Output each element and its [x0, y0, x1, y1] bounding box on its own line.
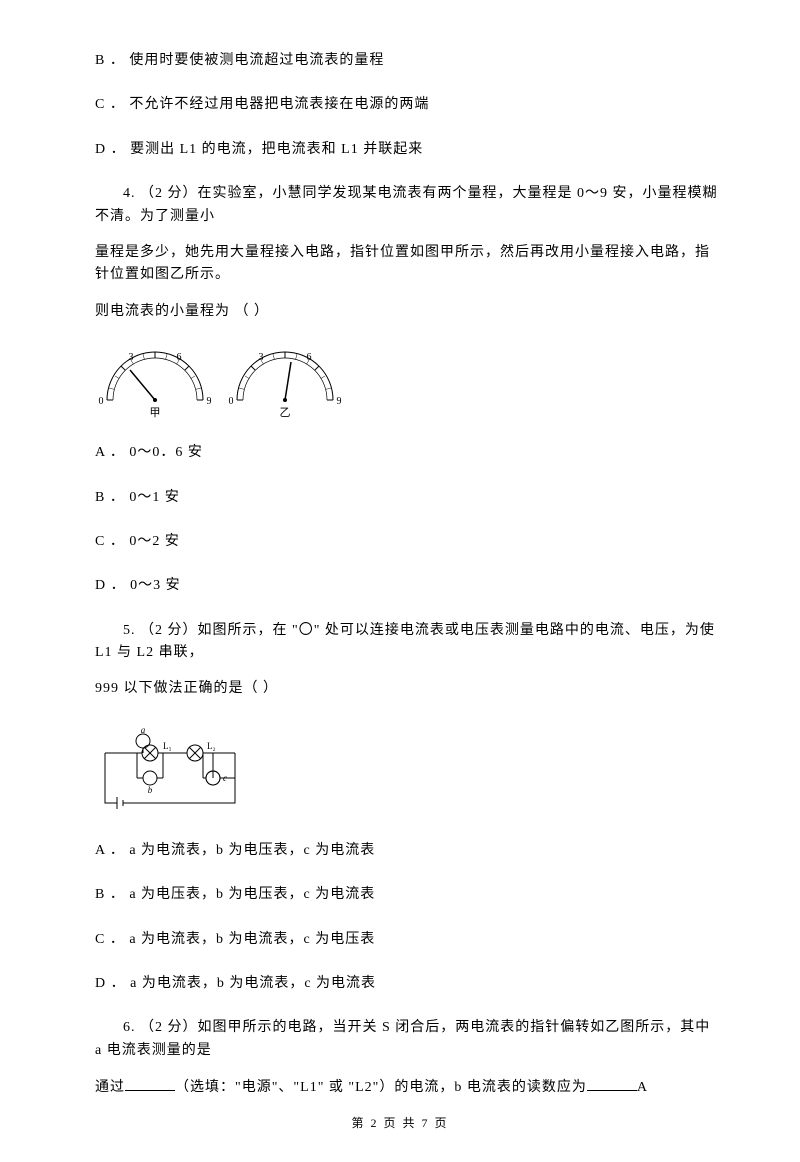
dial1-label-9: 9 — [207, 396, 212, 407]
prev-option-b: B ． 使用时要使被测电流超过电流表的量程 — [95, 50, 720, 72]
q4-figure: 0 3 6 9 甲 — [95, 345, 720, 420]
q5-stem-line1: 5. （2 分）如图所示，在 "〇" 处可以连接电流表或电压表测量电路中的电流、… — [95, 620, 720, 665]
dial2-label-0: 0 — [229, 396, 234, 407]
dial1-label-3: 3 — [129, 352, 134, 363]
q5-option-a: A ． a 为电流表，b 为电压表，c 为电流表 — [95, 840, 720, 862]
q6-stem-line1: 6. （2 分）如图甲所示的电路，当开关 S 闭合后，两电流表的指针偏转如乙图所… — [95, 1017, 720, 1062]
q4-stem-line1: 4. （2 分）在实验室，小慧同学发现某电流表有两个量程，大量程是 0～9 安，… — [95, 183, 720, 228]
prev-option-c: C ． 不允许不经过用电器把电流表接在电源的两端 — [95, 94, 720, 116]
dial2-label-3: 3 — [259, 352, 264, 363]
q5-stem-line2: 999 以下做法正确的是（ ） — [95, 678, 720, 700]
q6-blank-2 — [587, 1076, 637, 1091]
q5-option-d: D ． a 为电流表，b 为电流表，c 为电流表 — [95, 973, 720, 995]
circuit-label-l1: L₁ — [163, 741, 172, 751]
circuit-label-b: b — [148, 785, 153, 795]
q4-stem-line2: 量程是多少，她先用大量程接入电路，指针位置如图甲所示，然后再改用小量程接入电路，… — [95, 242, 720, 287]
dial2-label-9: 9 — [337, 396, 342, 407]
q4-option-a: A ． 0～0．6 安 — [95, 442, 720, 464]
circuit-label-a: a — [141, 725, 146, 735]
dial1-label-6: 6 — [177, 352, 182, 363]
q6-blank-1 — [125, 1076, 175, 1091]
page-footer: 第 2 页 共 7 页 — [0, 1114, 800, 1133]
question-4: 4. （2 分）在实验室，小慧同学发现某电流表有两个量程，大量程是 0～9 安，… — [95, 183, 720, 323]
question-5: 5. （2 分）如图所示，在 "〇" 处可以连接电流表或电压表测量电路中的电流、… — [95, 620, 720, 701]
q5-option-b: B ． a 为电压表，b 为电压表，c 为电流表 — [95, 884, 720, 906]
dial1-label-0: 0 — [99, 396, 104, 407]
circuit-svg: a L₁ L₂ b c — [95, 723, 245, 818]
q5-option-c: C ． a 为电流表，b 为电流表，c 为电压表 — [95, 929, 720, 951]
q6-line2-suffix: A — [637, 1080, 648, 1095]
q4-stem-line3: 则电流表的小量程为 （ ） — [95, 301, 720, 323]
dial2-label-6: 6 — [307, 352, 312, 363]
dial2-needle — [285, 362, 291, 400]
circuit-label-l2: L₂ — [207, 741, 216, 751]
q6-stem-line2: 通过 （选填："电源"、"L1" 或 "L2"）的电流，b 电流表的读数应为 A — [95, 1076, 720, 1099]
circuit-label-c: c — [223, 773, 227, 783]
ammeter-dials-svg: 0 3 6 9 甲 — [95, 345, 355, 420]
page-container: B ． 使用时要使被测电流超过电流表的量程 C ． 不允许不经过用电器把电流表接… — [0, 0, 800, 1162]
q4-option-b: B ． 0～1 安 — [95, 487, 720, 509]
q4-option-c: C ． 0～2 安 — [95, 531, 720, 553]
dial2-caption: 乙 — [280, 406, 291, 419]
dial1-needle — [130, 370, 155, 400]
q5-figure: a L₁ L₂ b c — [95, 723, 720, 818]
q4-option-d: D ． 0～3 安 — [95, 575, 720, 597]
prev-option-d: D ． 要测出 L1 的电流，把电流表和 L1 并联起来 — [95, 139, 720, 161]
q6-line2-mid: （选填："电源"、"L1" 或 "L2"）的电流，b 电流表的读数应为 — [175, 1080, 587, 1095]
question-6: 6. （2 分）如图甲所示的电路，当开关 S 闭合后，两电流表的指针偏转如乙图所… — [95, 1017, 720, 1099]
dial1-caption: 甲 — [150, 407, 161, 419]
q6-line2-prefix: 通过 — [95, 1080, 125, 1095]
